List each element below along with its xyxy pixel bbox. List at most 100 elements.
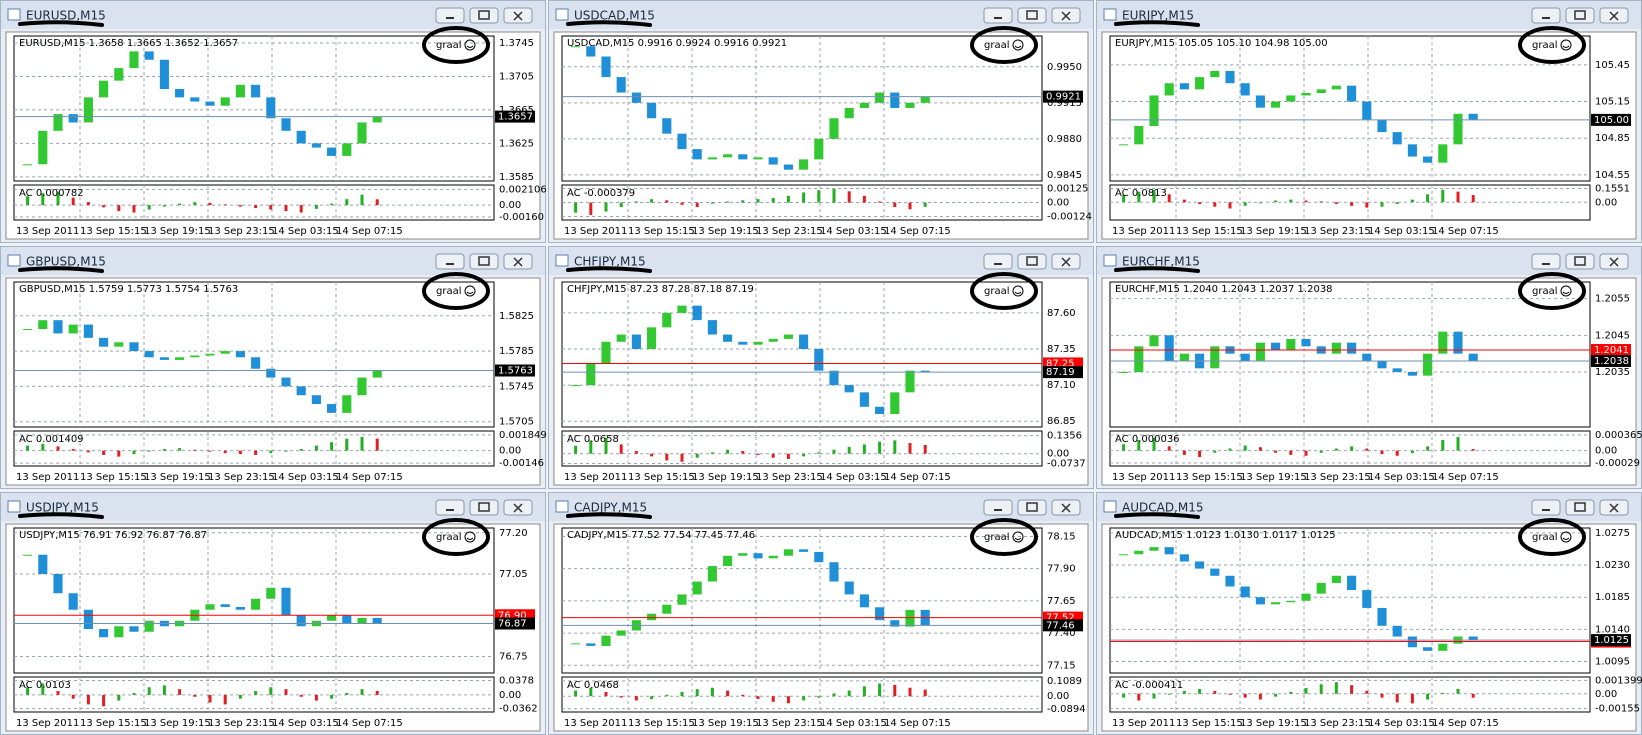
candle (251, 84, 261, 98)
ac-bar (1441, 692, 1445, 694)
ac-tick-label: 0.00 (1047, 449, 1069, 460)
ac-bar (1426, 693, 1430, 700)
ac-bar (1274, 450, 1278, 453)
time-label: 13 Sep 2011 (564, 226, 627, 237)
ac-bar (710, 452, 714, 454)
window-button-max[interactable] (1565, 253, 1595, 270)
time-label: 14 Sep 07:15 (1432, 472, 1499, 483)
ac-bar (1274, 200, 1278, 203)
candle (1407, 144, 1417, 157)
window-button-min[interactable] (983, 253, 1013, 270)
ac-bar (847, 690, 851, 697)
ac-bar (726, 449, 730, 454)
window-button-min[interactable] (1531, 253, 1561, 270)
ac-bar (923, 202, 927, 207)
ac-bar (360, 194, 364, 206)
candle (677, 305, 687, 313)
candle (783, 549, 793, 556)
ac-bar (619, 696, 623, 698)
ac-bar (756, 453, 760, 456)
window-button-max[interactable] (1565, 499, 1595, 516)
ac-tick-label: -0.0362 (499, 704, 538, 715)
candle (53, 320, 63, 334)
window-button-max[interactable] (469, 253, 499, 270)
price-box-label: 1.2038 (1594, 356, 1629, 367)
price-box (1591, 634, 1631, 647)
window-button-min[interactable] (435, 7, 465, 24)
ac-bar (802, 453, 806, 457)
candle (281, 377, 291, 387)
ac-label: AC 0.001409 (19, 434, 84, 445)
window-button-max[interactable] (1565, 7, 1595, 24)
window-button-min[interactable] (983, 7, 1013, 24)
candle (692, 305, 702, 321)
window-title: EURUSD,M15 (26, 9, 106, 23)
price-tick-label: 1.2035 (1595, 367, 1630, 378)
candle (235, 351, 245, 358)
window-icon (7, 500, 21, 513)
price-tick-label: 0.9880 (1047, 134, 1082, 145)
candle (1179, 554, 1189, 562)
time-label: 13 Sep 15:15 (628, 472, 695, 483)
candle (1240, 83, 1250, 96)
ac-bar (269, 450, 273, 454)
ac-bar (1258, 202, 1262, 204)
main-panel (13, 35, 495, 182)
ac-bar (634, 201, 638, 203)
window-button-max[interactable] (469, 499, 499, 516)
scribble-circle (1518, 26, 1586, 64)
candle (571, 643, 581, 645)
ac-bar (1289, 691, 1293, 694)
window-button-max[interactable] (1017, 253, 1047, 270)
candle (723, 154, 733, 158)
window-button-max[interactable] (1017, 7, 1047, 24)
ac-bar (1243, 202, 1247, 206)
candle (1210, 568, 1220, 576)
candle (327, 404, 337, 413)
window-button-min[interactable] (983, 499, 1013, 516)
candle (1468, 636, 1478, 641)
candle (68, 324, 78, 334)
price-tick-label: 1.3705 (499, 71, 534, 82)
ac-bar (802, 696, 806, 701)
candle (571, 46, 581, 48)
ac-tick-label: 0.001849 (499, 430, 547, 441)
ac-tick-label: 0.000365 (1595, 430, 1642, 441)
price-tick-label: 1.5785 (499, 346, 534, 357)
candle (53, 114, 63, 131)
price-box-label: 76.87 (498, 619, 527, 630)
ac-bar (710, 202, 714, 204)
candle (905, 102, 915, 108)
ac-bar (284, 450, 288, 452)
time-label: 13 Sep 2011 (16, 226, 79, 237)
candle (859, 392, 869, 407)
ac-bar (71, 197, 75, 206)
expert-badge: graal (436, 286, 462, 297)
candle (662, 118, 672, 134)
candle (83, 97, 93, 123)
candle (1149, 547, 1159, 551)
ac-tick-label: -0.00160 (499, 212, 544, 223)
smiley-mouth (466, 291, 474, 294)
ac-bar (862, 195, 866, 203)
ac-tick-label: 0.002106 (499, 184, 547, 195)
candle (38, 320, 48, 330)
ac-bar (1395, 202, 1399, 205)
window-button-min[interactable] (1531, 7, 1561, 24)
window-button-max[interactable] (1017, 499, 1047, 516)
smiley-mouth (1014, 537, 1022, 540)
ac-bar (86, 694, 90, 705)
price-tick-label: 87.10 (1047, 380, 1076, 391)
candle (129, 342, 139, 352)
price-box-label: 87.19 (1046, 367, 1075, 378)
window-button-min[interactable] (435, 253, 465, 270)
window-button-min[interactable] (435, 499, 465, 516)
candle (1301, 93, 1311, 96)
candle (662, 312, 672, 328)
candle (829, 562, 839, 582)
window-button-max[interactable] (469, 7, 499, 24)
ac-bar (1334, 448, 1338, 451)
window-button-min[interactable] (1531, 499, 1561, 516)
candle (1225, 71, 1235, 84)
